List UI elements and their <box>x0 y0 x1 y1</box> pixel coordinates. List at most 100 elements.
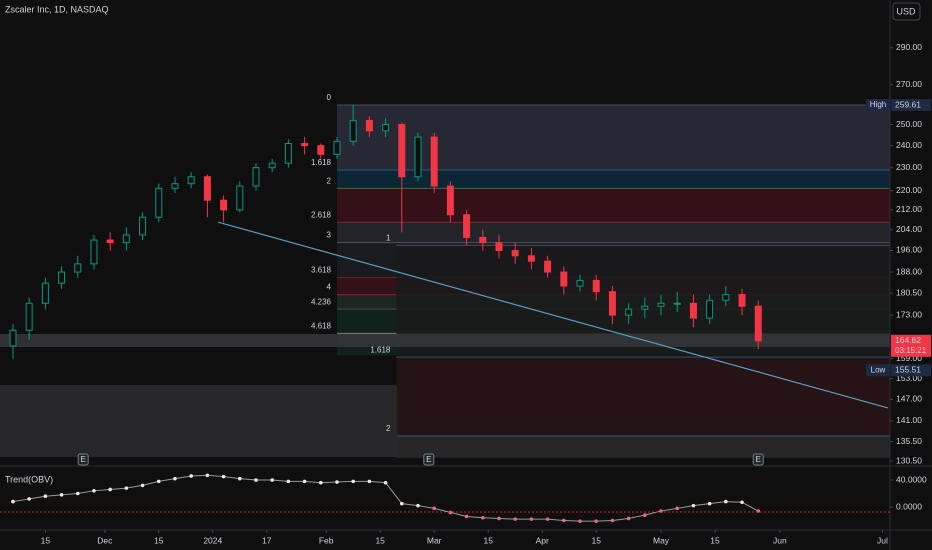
obv-dot <box>578 519 582 523</box>
obv-dot <box>691 503 696 508</box>
price-badge-tag-label: High <box>870 100 886 109</box>
candle-body <box>576 279 584 287</box>
obv-dot <box>367 479 372 484</box>
y-tick-label: 212.00 <box>896 204 922 214</box>
obv-dot <box>610 518 615 523</box>
countdown: 03:15:21 <box>895 346 927 355</box>
candle-body <box>25 302 33 331</box>
fib-label: 4.618 <box>311 321 332 330</box>
candle-body <box>592 279 600 293</box>
candle-body <box>284 143 292 164</box>
candle-body <box>41 282 49 304</box>
y-tick-label: 0.0000 <box>896 501 922 511</box>
candle-body <box>754 305 762 342</box>
price-badge-tag-label: Low <box>871 365 886 374</box>
candle-body <box>625 308 633 316</box>
candle-body <box>220 199 228 211</box>
obv-dot <box>464 514 469 519</box>
currency-label[interactable]: USD <box>896 6 916 16</box>
obv-dot <box>529 517 534 521</box>
x-tick-label: Dec <box>97 535 113 545</box>
x-tick-label: May <box>653 535 670 545</box>
y-tick-label: 153.00 <box>896 373 922 383</box>
fib-label: 3 <box>327 231 332 240</box>
price-badge-value: 164.62 <box>895 335 921 345</box>
obv-dot <box>11 499 15 504</box>
obv-dot <box>416 503 420 508</box>
price-badge <box>891 364 931 377</box>
price-badge <box>891 334 931 357</box>
obv-dot <box>92 489 96 493</box>
candle-body <box>187 176 195 185</box>
candle-body <box>641 305 649 310</box>
candle-body <box>689 302 697 319</box>
y-tick-label: 180.50 <box>896 287 922 297</box>
candle-body <box>58 271 66 284</box>
obv-dot <box>481 516 485 520</box>
candle-body <box>511 249 519 257</box>
y-tick-label: 240.00 <box>896 140 922 150</box>
price-badge-tag <box>866 99 890 112</box>
fib-band <box>396 357 890 436</box>
price-zone <box>0 334 890 347</box>
obv-dot <box>448 510 453 515</box>
y-tick-label: 204.00 <box>896 224 922 234</box>
event-icon <box>423 453 435 466</box>
fib-label: 4.236 <box>311 297 332 306</box>
obv-dot <box>626 516 631 521</box>
obv-dot <box>156 479 161 484</box>
x-tick-label: 15 <box>483 535 493 545</box>
obv-dot <box>351 479 355 484</box>
x-tick-label: 15 <box>591 535 601 545</box>
fib-label: 1.618 <box>370 345 391 354</box>
candle-body <box>333 140 341 155</box>
obv-dot <box>383 480 388 485</box>
y-tick-label: 290.00 <box>896 42 922 52</box>
trendline <box>218 221 889 409</box>
obv-dot <box>594 519 599 523</box>
currency-button[interactable] <box>892 2 921 21</box>
y-tick-label: 173.00 <box>896 309 922 319</box>
fib-label: 2.618 <box>311 210 332 219</box>
event-label: E <box>426 455 431 464</box>
candle-body <box>657 302 665 307</box>
candle-body <box>106 239 114 244</box>
obv-dot <box>43 494 48 499</box>
obv-dot <box>740 500 744 505</box>
candle-body <box>479 236 487 244</box>
fib-band <box>336 222 890 243</box>
event-icon <box>77 453 89 466</box>
obv-dot <box>59 493 64 497</box>
obv-dot <box>724 499 728 504</box>
obv-dot <box>75 491 80 496</box>
candle-body <box>560 271 568 287</box>
fib-label: 1 <box>386 233 391 242</box>
price-badge-value: 155.51 <box>895 365 921 375</box>
x-tick-label: Apr <box>536 535 549 545</box>
obv-dot <box>108 487 112 492</box>
x-tick-label: Feb <box>319 535 334 545</box>
candle-body <box>495 242 503 251</box>
x-tick-label: 15 <box>375 535 385 545</box>
obv-dot <box>643 513 647 517</box>
obv-dot <box>237 476 242 481</box>
obv-dot <box>221 474 226 479</box>
fib-label: 3.618 <box>311 266 332 275</box>
obv-dot <box>173 476 177 481</box>
candle-body <box>203 176 211 201</box>
y-tick-label: 250.00 <box>896 119 922 129</box>
candle-body <box>349 119 357 142</box>
obv-dot <box>562 518 566 523</box>
y-tick-label: 159.00 <box>896 353 922 363</box>
y-tick-label: 188.00 <box>896 266 922 276</box>
price-zone <box>0 385 397 457</box>
candle-body <box>414 136 422 178</box>
candle-body <box>122 234 130 244</box>
candle-body <box>155 187 163 218</box>
candle-body <box>382 124 390 132</box>
candle-body <box>90 239 98 265</box>
fib-label: 2 <box>386 424 391 433</box>
event-icon <box>752 453 764 466</box>
obv-dot <box>189 474 193 478</box>
